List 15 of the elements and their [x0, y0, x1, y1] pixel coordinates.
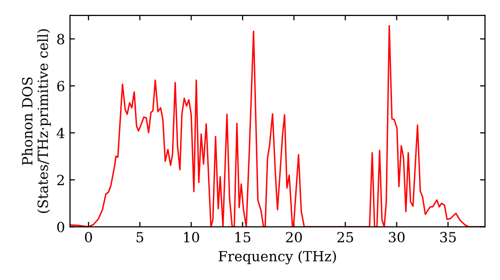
y-tick-label: 8: [57, 34, 64, 44]
x-tick-label: 30: [388, 232, 405, 242]
x-tick-label: 0: [84, 232, 92, 242]
x-tick-label: 5: [136, 232, 144, 242]
x-tick-label: 20: [286, 232, 302, 242]
x-tick-label: 35: [440, 232, 456, 242]
y-tick-label: 4: [56, 128, 64, 138]
x-axis-title: Frequency (THz): [218, 250, 336, 264]
x-tick-label: 10: [184, 232, 200, 242]
x-tick-label: 25: [337, 232, 354, 242]
y-tick-label: 2: [57, 174, 64, 186]
y-tick-label: 0: [57, 222, 64, 232]
y-axis-title: Phonon DOS (States/THz·primitive cell): [22, 29, 51, 213]
y-tick-label: 6: [57, 80, 64, 92]
x-tick-label: 15: [235, 232, 250, 242]
